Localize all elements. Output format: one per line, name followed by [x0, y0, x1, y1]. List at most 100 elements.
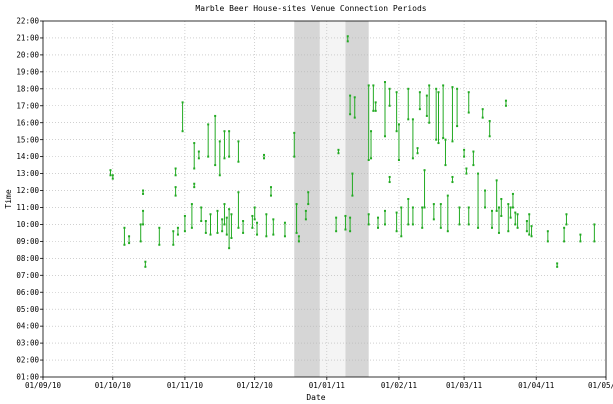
data-interval-103 [497, 206, 500, 234]
interval-end-51 [344, 214, 347, 217]
data-interval-15 [190, 203, 193, 229]
interval-end-50 [337, 148, 340, 151]
interval-start-34 [237, 160, 240, 163]
interval-end-113 [530, 225, 533, 228]
interval-start-117 [565, 223, 568, 226]
y-tick-label-10: 11:00 [16, 203, 39, 212]
interval-start-36 [251, 226, 254, 229]
interval-end-7 [144, 260, 147, 263]
data-interval-76 [418, 91, 421, 111]
interval-start-10 [174, 194, 177, 197]
interval-start-114 [546, 240, 549, 243]
y-tick-label-11: 12:00 [16, 186, 39, 195]
data-interval-116 [563, 226, 566, 243]
y-tick-label-0: 01:00 [16, 373, 39, 382]
data-interval-79 [425, 94, 428, 117]
interval-end-58 [367, 213, 370, 216]
interval-end-31 [228, 130, 231, 133]
y-tick-label-19: 20:00 [16, 51, 39, 60]
interval-start-89 [451, 181, 454, 184]
interval-start-62 [377, 226, 380, 229]
data-interval-55 [351, 172, 354, 197]
data-interval-81 [432, 203, 435, 221]
data-interval-100 [488, 120, 491, 138]
x-tick-label-6: 01/03/11 [446, 381, 482, 390]
interval-start-103 [497, 231, 500, 234]
y-tick-label-2: 03:00 [16, 339, 39, 348]
interval-end-26 [221, 218, 224, 221]
data-interval-4 [139, 223, 142, 243]
interval-start-50 [337, 152, 340, 155]
x-tick-label-1: 01/10/10 [95, 381, 132, 390]
interval-end-85 [442, 84, 445, 87]
interval-start-82 [435, 138, 438, 141]
interval-start-51 [344, 228, 347, 231]
data-interval-78 [423, 169, 426, 209]
interval-end-33 [237, 191, 240, 194]
interval-start-102 [495, 209, 498, 212]
interval-start-49 [335, 230, 338, 233]
interval-end-118 [579, 233, 582, 236]
data-interval-117 [565, 213, 568, 226]
interval-end-78 [423, 169, 426, 172]
interval-start-13 [181, 130, 184, 133]
interval-start-29 [225, 233, 228, 236]
data-interval-45 [295, 203, 298, 234]
data-interval-36 [251, 214, 254, 229]
data-interval-8 [158, 226, 161, 246]
interval-start-100 [488, 135, 491, 138]
x-axis-label: Date [306, 393, 325, 402]
y-tick-label-7: 08:00 [16, 254, 39, 263]
interval-end-53 [349, 94, 352, 97]
interval-start-96 [472, 164, 475, 167]
interval-end-91 [458, 206, 461, 209]
interval-start-33 [237, 226, 240, 229]
data-interval-37 [253, 206, 256, 221]
data-interval-62 [377, 216, 380, 229]
data-interval-16 [193, 142, 196, 170]
data-interval-46 [297, 235, 300, 243]
interval-end-67 [395, 91, 398, 94]
interval-start-79 [425, 114, 428, 117]
interval-end-100 [488, 120, 491, 123]
data-interval-57 [367, 84, 370, 162]
data-interval-106 [507, 203, 510, 233]
y-tick-label-17: 18:00 [16, 84, 39, 93]
data-interval-113 [530, 225, 533, 238]
interval-start-24 [216, 231, 219, 234]
interval-end-52 [346, 35, 349, 38]
interval-end-23 [214, 114, 217, 117]
data-interval-86 [444, 138, 447, 167]
shaded-periods [294, 21, 369, 377]
y-tick-label-18: 19:00 [16, 67, 39, 76]
data-interval-11 [174, 167, 177, 177]
data-interval-12 [176, 226, 179, 236]
interval-start-111 [525, 230, 528, 233]
data-interval-110 [516, 213, 519, 229]
interval-end-42 [272, 218, 275, 221]
interval-start-56 [353, 116, 356, 119]
interval-end-20 [204, 220, 207, 223]
interval-end-74 [411, 206, 414, 209]
data-interval-115 [556, 262, 559, 268]
interval-start-4 [139, 240, 142, 243]
data-interval-88 [451, 86, 454, 143]
interval-start-57 [367, 159, 370, 162]
data-interval-33 [237, 191, 240, 229]
data-interval-64 [383, 209, 386, 226]
interval-start-28 [223, 157, 226, 160]
interval-end-4 [139, 223, 142, 226]
y-tick-label-6: 07:00 [16, 271, 39, 280]
interval-start-85 [442, 136, 445, 139]
data-interval-24 [216, 209, 219, 234]
data-interval-54 [349, 216, 352, 233]
interval-start-95 [467, 223, 470, 226]
interval-start-39 [263, 157, 266, 160]
data-interval-111 [525, 220, 528, 233]
interval-end-96 [472, 150, 475, 153]
y-axis-ticks: 01:00 02:00 03:00 04:00 05:00 06:00 07:00 08:00… [16, 17, 43, 382]
interval-end-68 [395, 211, 398, 214]
interval-start-25 [218, 174, 221, 177]
interval-start-52 [346, 40, 349, 43]
interval-start-90 [456, 125, 459, 128]
